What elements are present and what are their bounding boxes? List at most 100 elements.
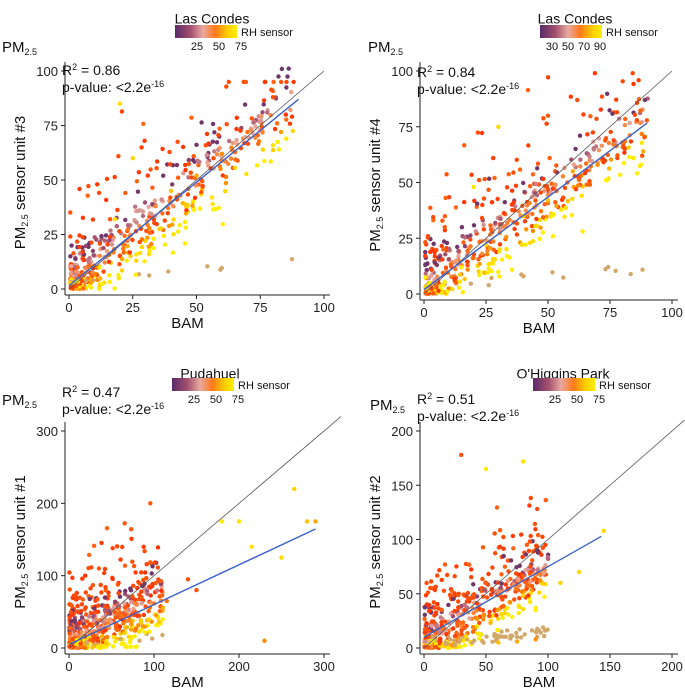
scatter-point — [101, 245, 106, 251]
scatter-point — [162, 242, 168, 247]
scatter-point — [560, 174, 566, 179]
scatter-point — [147, 230, 152, 235]
scatter-point — [279, 66, 285, 72]
scatter-point — [474, 615, 480, 621]
scatter-point — [67, 631, 72, 636]
scatter-point — [428, 205, 433, 210]
scatter-point — [131, 583, 136, 588]
scatter-point — [442, 279, 447, 284]
scatter-point — [626, 145, 631, 150]
scatter-point — [488, 223, 493, 228]
scatter-point — [466, 562, 472, 567]
rh-legend: RH sensor 30 50 70 90 — [540, 25, 658, 53]
scatter-point — [74, 239, 80, 244]
scatter-point — [521, 274, 526, 279]
scatter-point — [291, 79, 296, 85]
scatter-point — [249, 544, 254, 549]
scatter-point — [170, 250, 175, 255]
scatter-point — [468, 237, 473, 242]
scatter-point — [140, 624, 146, 629]
scatter-point — [137, 638, 142, 643]
scatter-point — [95, 620, 100, 626]
scatter-point — [442, 214, 448, 219]
scatter-point — [103, 233, 109, 238]
scatter-point — [68, 270, 74, 276]
scatter-point — [119, 257, 125, 262]
scatter-point — [431, 291, 436, 296]
x-tick-label: 100 — [143, 659, 165, 674]
scatter-point — [285, 74, 290, 79]
legend-tick: 30 — [546, 41, 558, 53]
scatter-point — [134, 644, 139, 649]
scatter-point — [143, 570, 148, 575]
scatter-point — [430, 635, 435, 640]
scatter-point — [133, 204, 138, 209]
scatter-point — [520, 589, 525, 594]
scatter-point — [537, 236, 542, 241]
scatter-point — [262, 158, 267, 164]
scatter-point — [470, 593, 475, 598]
y-tick-label: 0 — [406, 287, 413, 302]
scatter-point — [67, 615, 72, 620]
chart-title: Pudahuel — [180, 365, 239, 381]
scatter-point — [454, 259, 459, 264]
scatter-point — [68, 610, 74, 615]
scatter-point — [462, 199, 467, 205]
scatter-point — [453, 266, 458, 272]
scatter-point — [502, 200, 507, 205]
scatter-point — [424, 267, 429, 273]
scatter-point — [540, 230, 546, 235]
scatter-point — [122, 601, 127, 606]
scatter-point — [518, 635, 524, 640]
scatter-point — [158, 578, 164, 584]
scatter-point — [212, 130, 217, 135]
scatter-point — [448, 637, 453, 642]
scatter-point — [497, 274, 502, 279]
scatter-point — [200, 183, 205, 189]
scatter-point — [575, 97, 580, 103]
scatter-point — [476, 257, 481, 262]
scatter-point — [613, 268, 618, 273]
y-tick-label: 200 — [36, 496, 58, 511]
scatter-point — [455, 244, 460, 250]
scatter-point — [535, 161, 541, 166]
scatter-point — [133, 570, 138, 575]
scatter-point — [465, 595, 470, 600]
scatter-point — [159, 588, 164, 593]
scatter-point — [515, 587, 520, 592]
scatter-point — [128, 638, 133, 643]
y-axis-label: PM2.5 sensor unit #1 — [12, 475, 30, 608]
scatter-point — [443, 195, 448, 201]
scatter-point — [75, 265, 80, 270]
scatter-point — [144, 228, 149, 234]
scatter-point — [90, 248, 96, 254]
scatter-point — [426, 608, 432, 614]
p-value-label: p-value: <2.2e-16 — [417, 81, 519, 97]
scatter-point — [210, 139, 215, 144]
scatter-point — [530, 211, 535, 217]
scatter-point — [249, 116, 254, 121]
scatter-point — [161, 233, 166, 238]
scatter-point — [551, 212, 556, 217]
scatter-point — [180, 201, 186, 206]
scatter-point — [451, 626, 456, 631]
scatter-point — [284, 136, 289, 141]
scatter-point — [127, 250, 132, 255]
scatter-point — [569, 213, 575, 218]
scatter-point — [88, 610, 94, 615]
scatter-point — [151, 236, 156, 241]
scatter-point — [84, 630, 89, 635]
scatter-point — [533, 527, 538, 532]
scatter-point — [441, 247, 446, 252]
scatter-point — [104, 603, 110, 608]
scatter-point — [424, 621, 429, 626]
scatter-point — [439, 607, 444, 613]
scatter-point — [185, 577, 191, 582]
scatter-point — [155, 545, 161, 550]
scatter-point — [502, 611, 507, 616]
scatter-point — [80, 215, 86, 220]
scatter-point — [140, 213, 146, 219]
scatter-point — [194, 142, 199, 147]
scatter-point — [439, 290, 445, 296]
